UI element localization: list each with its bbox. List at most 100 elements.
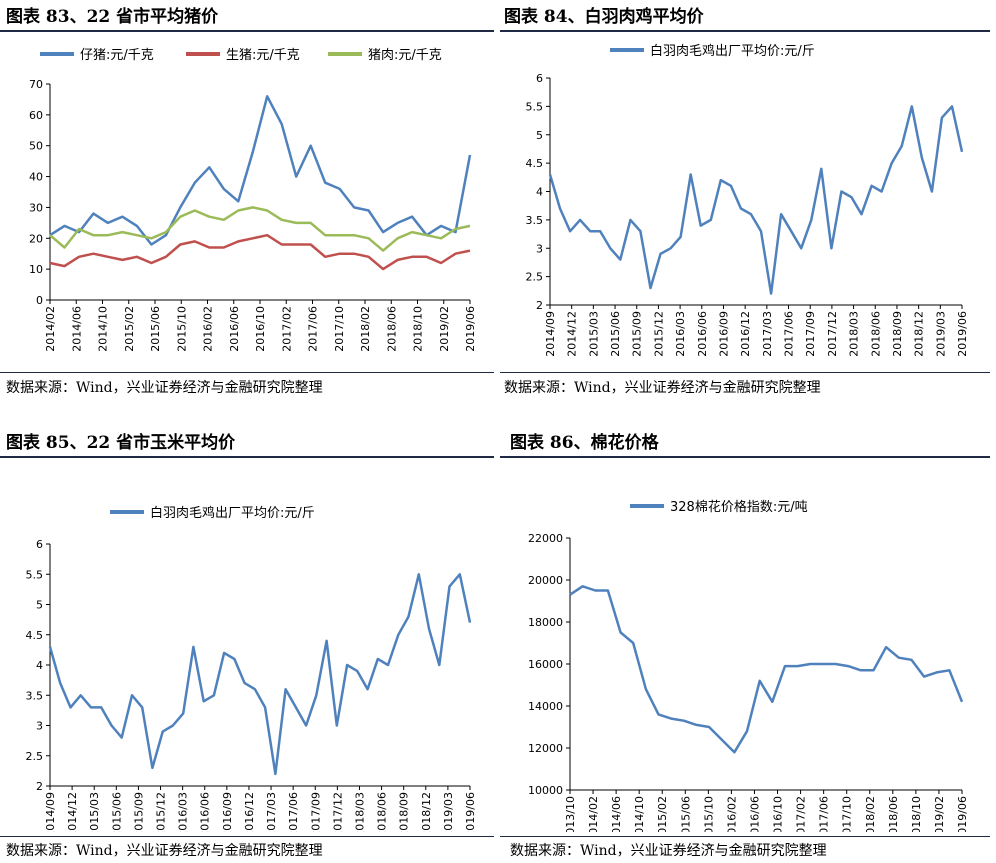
y-tick-label: 4.5: [26, 629, 44, 642]
x-tick-label: 2016/06: [748, 796, 761, 832]
y-tick-label: 10000: [528, 784, 563, 797]
y-tick-label: 12000: [528, 742, 563, 755]
x-tick-label: 2016/03: [177, 792, 190, 832]
y-tick-label: 4.5: [526, 157, 544, 170]
x-tick-label: 2014/09: [544, 311, 557, 357]
x-tick-label: 2015/02: [123, 306, 136, 352]
x-tick-label: 2018/10: [910, 796, 923, 832]
y-tick-label: 3.5: [526, 214, 544, 227]
chart-panel-86: 图表 86、棉花价格 328棉花价格指数:元/吨 10000 12000 14000 1…: [500, 426, 996, 863]
x-tick-label: 2019/06: [464, 306, 477, 352]
y-tick-label: 20: [29, 232, 43, 245]
title-rule: [0, 30, 494, 32]
x-tick-label: 2017/06: [783, 311, 796, 357]
x-tick-label: 2014/06: [610, 796, 623, 832]
x-tick-label: 2017/03: [265, 792, 278, 832]
x-tick-label: 2018/09: [398, 792, 411, 832]
y-tick-label: 40: [29, 171, 43, 184]
x-tick-label: 2018/02: [359, 306, 372, 352]
x-tick-label: 2015/06: [149, 306, 162, 352]
chart-panel-85: 图表 85、22 省市玉米平均价 白羽肉毛鸡出厂平均价:元/斤 2 2.5 3 3.5 4…: [0, 426, 500, 863]
x-tick-label: 2017/09: [309, 792, 322, 832]
x-tick-label: 2017/06: [818, 796, 831, 832]
y-tick-label: 70: [29, 78, 43, 91]
legend-label: 白羽肉毛鸡出厂平均价:元/斤: [650, 43, 815, 59]
x-tick-label: 2017/06: [287, 792, 300, 832]
title-rule: [500, 30, 990, 32]
x-tick-label: 2014/09: [44, 792, 57, 832]
x-tick-label: 2017/02: [280, 306, 293, 352]
x-tick-label: 2018/06: [385, 306, 398, 352]
x-tick-label: 2016/12: [739, 311, 752, 357]
x-tick-label: 2019/02: [438, 306, 451, 352]
legend-label: 猪肉:元/千克: [368, 48, 442, 63]
y-tick-label: 6: [536, 72, 543, 85]
legend-label: 328棉花价格指数:元/吨: [670, 499, 808, 515]
y-tick-label: 3.5: [26, 689, 44, 702]
x-tick-label: 2015/06: [110, 792, 123, 832]
x-tick-label: 2015/12: [155, 792, 168, 832]
y-tick-label: 5.5: [526, 100, 544, 113]
source-note: 数据来源：Wind，兴业证券经济与金融研究院整理: [6, 380, 323, 396]
x-tick-label: 2014/12: [566, 311, 579, 357]
legend-label: 白羽肉毛鸡出厂平均价:元/斤: [150, 505, 315, 521]
y-tick-label: 30: [29, 201, 43, 214]
x-tick-label: 2019/03: [934, 311, 947, 357]
x-tick-label: 2019/03: [442, 792, 455, 832]
x-tick-label: 2015/12: [652, 311, 665, 357]
x-tick-label: 2014/06: [70, 306, 83, 352]
x-tick-label: 2018/06: [376, 792, 389, 832]
x-tick-label: 2016/03: [674, 311, 687, 357]
x-tick-label: 2014/12: [66, 792, 79, 832]
x-tick-label: 2016/09: [221, 792, 234, 832]
x-tick-label: 2018/06: [869, 311, 882, 357]
series-line: [48, 573, 472, 776]
title-rule: [0, 456, 494, 458]
x-tick-label: 2015/06: [609, 311, 622, 357]
x-tick-label: 2016/06: [228, 306, 241, 352]
y-tick-label: 22000: [528, 532, 563, 545]
x-tick-label: 2016/09: [717, 311, 730, 357]
y-tick-label: 14000: [528, 700, 563, 713]
chart-c85: 白羽肉毛鸡出厂平均价:元/斤 2 2.5 3 3.5 4 4.5 5 5.5 6 2014/09 20…: [26, 505, 478, 832]
x-tick-label: 2017/03: [761, 311, 774, 357]
x-tick-label: 2019/06: [956, 311, 969, 357]
chart-title: 图表 83、22 省市平均猪价: [6, 7, 219, 27]
x-tick-label: 2015/06: [679, 796, 692, 832]
source-note: 数据来源：Wind，兴业证券经济与金融研究院整理: [504, 380, 821, 396]
chart-panel-84: 图表 84、白羽肉鸡平均价 白羽肉毛鸡出厂平均价:元/斤 2 2.5 3 3.5 4 4.5…: [500, 0, 996, 400]
x-tick-label: 2019/06: [956, 796, 969, 832]
x-tick-label: 2018/09: [891, 311, 904, 357]
y-tick-label: 2: [36, 780, 43, 793]
y-tick-label: 18000: [528, 616, 563, 629]
x-tick-label: 2013/10: [564, 796, 577, 832]
y-tick-label: 3: [36, 720, 43, 733]
x-tick-label: 2015/09: [631, 311, 644, 357]
x-tick-label: 2016/02: [725, 796, 738, 832]
y-tick-label: 60: [29, 109, 43, 122]
x-tick-label: 2016/10: [254, 306, 267, 352]
legend-label: 仔猪:元/千克: [80, 48, 154, 63]
x-tick-label: 2018/12: [913, 311, 926, 357]
chart-c86: 328棉花价格指数:元/吨 10000 12000 14000 16000 18000 20…: [528, 499, 969, 832]
series-line: [49, 95, 472, 246]
legend-label: 生猪:元/千克: [226, 48, 300, 63]
x-tick-label: 2015/10: [702, 796, 715, 832]
x-tick-label: 2017/09: [804, 311, 817, 357]
series-line: [569, 585, 964, 754]
title-rule: [500, 456, 990, 458]
y-tick-label: 16000: [528, 658, 563, 671]
x-tick-label: 2019/06: [464, 792, 477, 832]
x-tick-label: 2016/10: [772, 796, 785, 832]
x-tick-label: 2018/02: [864, 796, 877, 832]
chart-title: 图表 86、棉花价格: [510, 433, 659, 453]
x-tick-label: 2017/12: [826, 311, 839, 357]
x-tick-label: 2017/02: [795, 796, 808, 832]
source-rule: [500, 372, 990, 373]
source-note: 数据来源：Wind，兴业证券经济与金融研究院整理: [6, 843, 323, 859]
x-tick-label: 2016/06: [696, 311, 709, 357]
x-tick-label: 2016/02: [202, 306, 215, 352]
x-tick-label: 2019/02: [933, 796, 946, 832]
y-tick-label: 4: [536, 186, 543, 199]
x-tick-label: 2015/02: [656, 796, 669, 832]
